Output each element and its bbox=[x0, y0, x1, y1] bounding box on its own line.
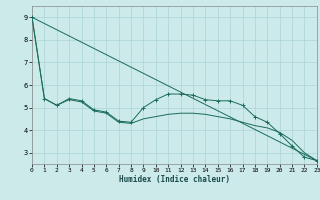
X-axis label: Humidex (Indice chaleur): Humidex (Indice chaleur) bbox=[119, 175, 230, 184]
